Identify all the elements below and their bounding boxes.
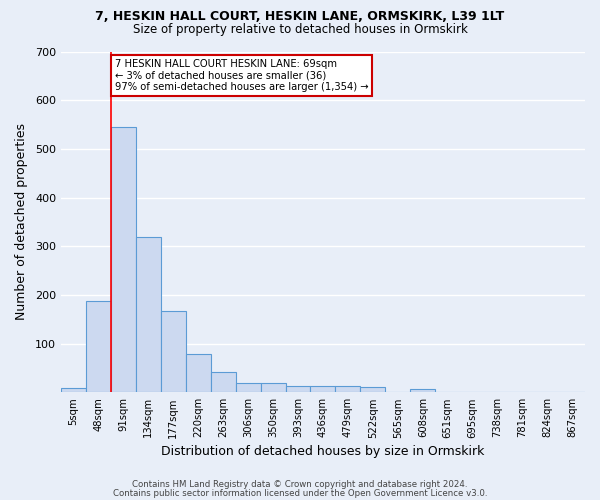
Bar [260, 382, 286, 392]
Text: Contains HM Land Registry data © Crown copyright and database right 2024.: Contains HM Land Registry data © Crown c… [132, 480, 468, 489]
Bar [410, 389, 435, 392]
Bar [86, 301, 111, 392]
Bar [136, 238, 161, 392]
Bar [236, 382, 260, 392]
Bar [310, 386, 335, 392]
X-axis label: Distribution of detached houses by size in Ormskirk: Distribution of detached houses by size … [161, 444, 485, 458]
Text: Contains public sector information licensed under the Open Government Licence v3: Contains public sector information licen… [113, 488, 487, 498]
Text: 7, HESKIN HALL COURT, HESKIN LANE, ORMSKIRK, L39 1LT: 7, HESKIN HALL COURT, HESKIN LANE, ORMSK… [95, 10, 505, 23]
Bar [361, 388, 385, 392]
Bar [186, 354, 211, 393]
Text: Size of property relative to detached houses in Ormskirk: Size of property relative to detached ho… [133, 22, 467, 36]
Bar [61, 388, 86, 392]
Bar [286, 386, 310, 392]
Bar [111, 127, 136, 392]
Bar [335, 386, 361, 392]
Bar [161, 311, 186, 392]
Y-axis label: Number of detached properties: Number of detached properties [15, 124, 28, 320]
Text: 7 HESKIN HALL COURT HESKIN LANE: 69sqm
← 3% of detached houses are smaller (36)
: 7 HESKIN HALL COURT HESKIN LANE: 69sqm ←… [115, 59, 368, 92]
Bar [211, 372, 236, 392]
